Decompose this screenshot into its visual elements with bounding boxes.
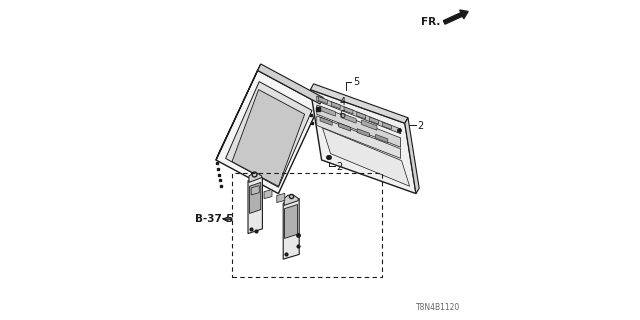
- Text: FR.: FR.: [420, 17, 440, 28]
- Polygon shape: [357, 112, 366, 119]
- FancyArrow shape: [444, 10, 468, 24]
- Polygon shape: [310, 84, 408, 123]
- Polygon shape: [405, 118, 419, 194]
- Polygon shape: [362, 120, 377, 130]
- Polygon shape: [332, 102, 340, 109]
- Polygon shape: [317, 116, 401, 158]
- Polygon shape: [285, 204, 298, 238]
- Polygon shape: [340, 113, 356, 123]
- Polygon shape: [232, 90, 305, 186]
- Polygon shape: [258, 64, 323, 104]
- Text: 5: 5: [353, 77, 359, 87]
- Polygon shape: [344, 107, 353, 114]
- Polygon shape: [283, 198, 300, 259]
- Polygon shape: [317, 105, 401, 147]
- Polygon shape: [264, 189, 272, 199]
- Polygon shape: [357, 129, 369, 137]
- Polygon shape: [249, 173, 262, 182]
- Polygon shape: [216, 70, 320, 194]
- Polygon shape: [248, 176, 262, 234]
- Polygon shape: [319, 97, 328, 104]
- Text: B-37-5: B-37-5: [195, 214, 233, 224]
- Polygon shape: [323, 128, 410, 186]
- Polygon shape: [310, 90, 416, 194]
- Text: 6: 6: [339, 109, 346, 120]
- Polygon shape: [226, 82, 312, 187]
- Polygon shape: [277, 193, 285, 203]
- Polygon shape: [370, 117, 379, 124]
- Bar: [232, 173, 383, 277]
- Text: 2: 2: [337, 162, 343, 172]
- Polygon shape: [339, 123, 351, 131]
- Polygon shape: [216, 64, 261, 160]
- Polygon shape: [284, 195, 298, 205]
- Polygon shape: [383, 122, 392, 129]
- Text: T8N4B1120: T8N4B1120: [416, 303, 461, 312]
- Text: 4: 4: [339, 97, 346, 107]
- Polygon shape: [251, 186, 259, 195]
- Text: 2: 2: [417, 121, 424, 131]
- Polygon shape: [317, 96, 401, 134]
- Polygon shape: [320, 106, 335, 116]
- Polygon shape: [376, 134, 388, 143]
- Polygon shape: [320, 117, 332, 125]
- Polygon shape: [250, 182, 261, 213]
